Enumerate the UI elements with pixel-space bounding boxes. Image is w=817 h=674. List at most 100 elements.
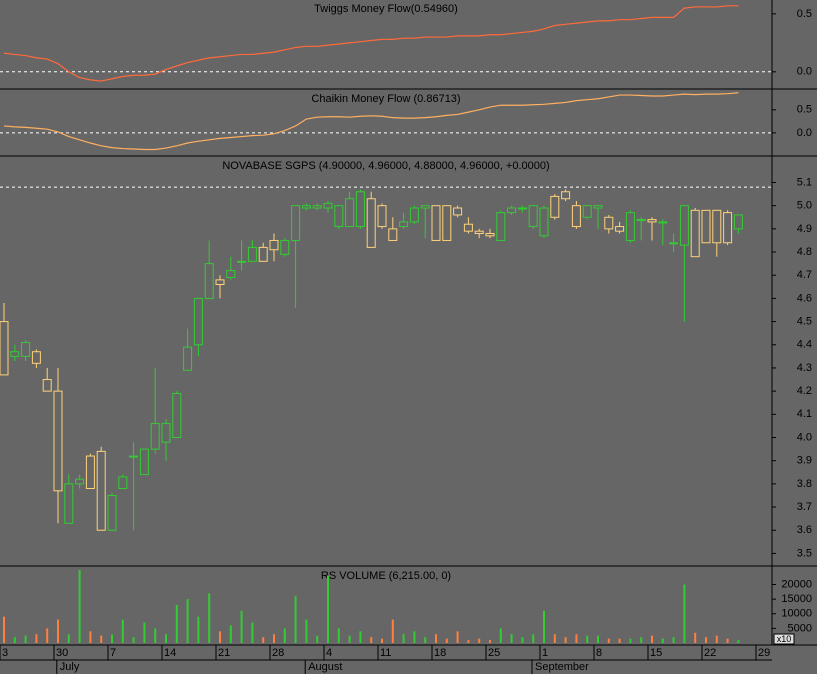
x-tick-label: 21 <box>218 647 230 659</box>
volume-bar <box>564 637 567 643</box>
candle-body <box>615 226 625 232</box>
x-tick-label: 14 <box>164 647 176 659</box>
candle-body <box>107 494 117 531</box>
candle-body <box>139 448 149 476</box>
candle-body <box>517 207 527 210</box>
x-tick-label: 18 <box>434 647 446 659</box>
x-tick-label: 1 <box>542 647 548 659</box>
candle-body <box>528 205 538 228</box>
candle-body <box>561 191 571 200</box>
x-tick-label: 3 <box>2 647 8 659</box>
candle-body <box>31 351 41 364</box>
volume-bar <box>208 593 211 643</box>
y-tick-label: 4.6 <box>797 292 812 304</box>
y-tick-label: 4.4 <box>797 339 812 351</box>
volume-bar <box>186 599 189 643</box>
candle-body <box>474 230 484 235</box>
volume-bar <box>251 622 254 643</box>
candle-body <box>334 205 344 228</box>
y-tick-label: 0.5 <box>797 8 812 20</box>
candle-body <box>604 216 614 230</box>
candle-body <box>571 205 581 228</box>
volume-bar <box>456 631 459 643</box>
indicator-line <box>3 5 739 82</box>
candle-body <box>269 239 279 251</box>
panel-title: NOVABASE SGPS (4.90000, 4.96000, 4.88000… <box>222 160 549 172</box>
volume-bar <box>575 634 578 643</box>
y-tick-label: 0.5 <box>797 104 812 116</box>
volume-bar <box>424 637 427 643</box>
candle-body <box>345 198 355 228</box>
candle-body <box>129 455 139 458</box>
candle-body <box>355 191 365 228</box>
volume-bar <box>89 631 92 643</box>
candle-body <box>658 221 668 224</box>
volume-bar <box>359 631 362 643</box>
y-tick-label: 3.8 <box>797 478 812 490</box>
x-tick-label: 25 <box>488 647 500 659</box>
volume-bar <box>154 628 157 643</box>
candle-body <box>636 219 646 222</box>
x-tick-label: 15 <box>650 647 662 659</box>
volume-bar <box>262 637 265 643</box>
volume-bar <box>629 638 632 643</box>
volume-bar <box>521 637 524 643</box>
y-tick-label: 4.5 <box>797 315 812 327</box>
candle-body <box>550 195 560 218</box>
y-tick-label: 3.7 <box>797 501 812 513</box>
candle-body <box>420 205 430 209</box>
volume-bar <box>683 584 686 643</box>
candle-body <box>582 205 592 218</box>
panel-title: Twiggs Money Flow(0.54960) <box>314 3 458 15</box>
x-tick-label: 28 <box>272 647 284 659</box>
y-tick-label: 0.0 <box>797 66 812 78</box>
y-tick-label: 3.5 <box>797 547 812 559</box>
volume-bar <box>640 637 643 643</box>
volume-bar <box>197 616 200 643</box>
volume-bar <box>3 616 5 643</box>
volume-bar <box>348 635 351 643</box>
multiplier-label: x10 <box>777 634 792 644</box>
y-tick-label: 0.0 <box>797 127 812 139</box>
candle-body <box>679 205 689 246</box>
y-tick-label: 4.3 <box>797 362 812 374</box>
x-tick-label: 7 <box>110 647 116 659</box>
volume-bar <box>478 638 481 643</box>
volume-bar <box>67 634 70 643</box>
x-tick-label: 29 <box>758 647 770 659</box>
month-label: September <box>535 661 589 673</box>
y-tick-label: 15000 <box>781 593 812 605</box>
candle-body <box>463 223 473 232</box>
candle-body <box>323 202 333 209</box>
candle-body <box>150 423 160 450</box>
volume-bar <box>305 619 308 643</box>
candle-body <box>96 450 106 531</box>
candle-body <box>647 219 657 223</box>
y-tick-label: 5.0 <box>797 200 812 212</box>
volume-bar <box>273 634 275 643</box>
volume-bar <box>597 635 599 643</box>
y-tick-label: 4.1 <box>797 408 812 420</box>
volume-bar <box>694 632 697 643</box>
y-tick-label: 4.8 <box>797 246 812 258</box>
candle-body <box>183 346 193 371</box>
volume-bar <box>121 619 124 643</box>
candle-body <box>258 246 268 262</box>
panel-title: RS VOLUME (6,215.00, 0) <box>321 570 451 582</box>
volume-bar <box>543 610 545 643</box>
month-label: July <box>60 661 80 673</box>
volume-bar <box>240 610 243 643</box>
candle-body <box>409 207 419 223</box>
volume-bar <box>737 640 740 643</box>
volume-bar <box>489 640 491 643</box>
volume-bar <box>283 628 286 643</box>
candle-body <box>301 205 311 209</box>
candle-body <box>215 279 225 286</box>
volume-bar <box>532 634 535 643</box>
candle-body <box>701 209 711 244</box>
y-tick-label: 4.9 <box>797 223 812 235</box>
volume-bar <box>651 635 653 643</box>
y-tick-label: 5000 <box>788 622 812 634</box>
